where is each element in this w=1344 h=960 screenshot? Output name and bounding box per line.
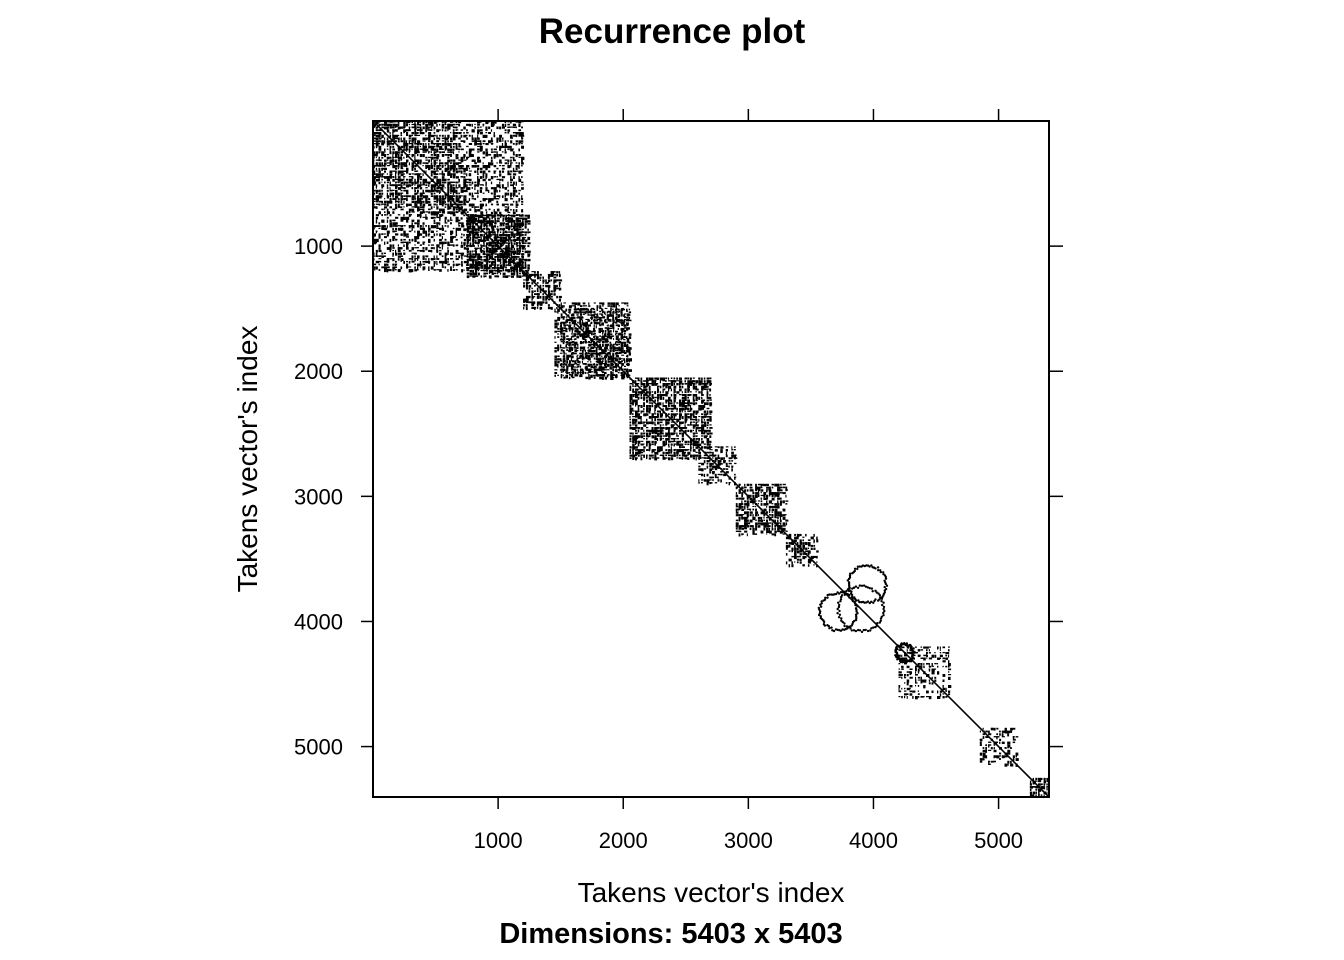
recurrence-ring-0: [836, 584, 886, 634]
recurrence-block-2: [373, 121, 525, 273]
x-tick-label-3000: 3000: [724, 828, 773, 853]
y-tick-label-3000: 3000: [294, 484, 343, 509]
y-tick-label-4000: 4000: [294, 609, 343, 634]
y-axis-label: Takens vector's index: [232, 326, 263, 593]
chart-subtitle: Dimensions: 5403 x 5403: [499, 918, 842, 950]
recurrence-block-5: [554, 302, 632, 380]
recurrence-block-8: [735, 483, 789, 537]
x-tick-label-5000: 5000: [974, 828, 1023, 853]
y-tick-label-1000: 1000: [294, 234, 343, 259]
recurrence-points: [372, 120, 1050, 798]
recurrence-ring-1: [817, 591, 859, 633]
axis-ticks: 1000 2000 3000 4000 5000 1000 2000 3000 4000 5000: [294, 109, 1063, 853]
recurrence-block-6: [629, 377, 713, 461]
chart-title: Recurrence plot: [539, 12, 806, 51]
x-axis-label: Takens vector's index: [578, 877, 845, 908]
recurrence-block-4: [523, 271, 563, 311]
y-tick-label-5000: 5000: [294, 735, 343, 760]
main-diagonal: [372, 120, 1050, 798]
recurrence-block-0: [373, 121, 462, 210]
plot-frame: [372, 120, 1050, 798]
x-tick-label-4000: 4000: [849, 828, 898, 853]
y-tick-label-2000: 2000: [294, 359, 343, 384]
x-tick-label-1000: 1000: [474, 828, 523, 853]
x-tick-label-2000: 2000: [599, 828, 648, 853]
recurrence-ring-3: [894, 642, 916, 664]
recurrence-ring-2: [846, 564, 889, 605]
